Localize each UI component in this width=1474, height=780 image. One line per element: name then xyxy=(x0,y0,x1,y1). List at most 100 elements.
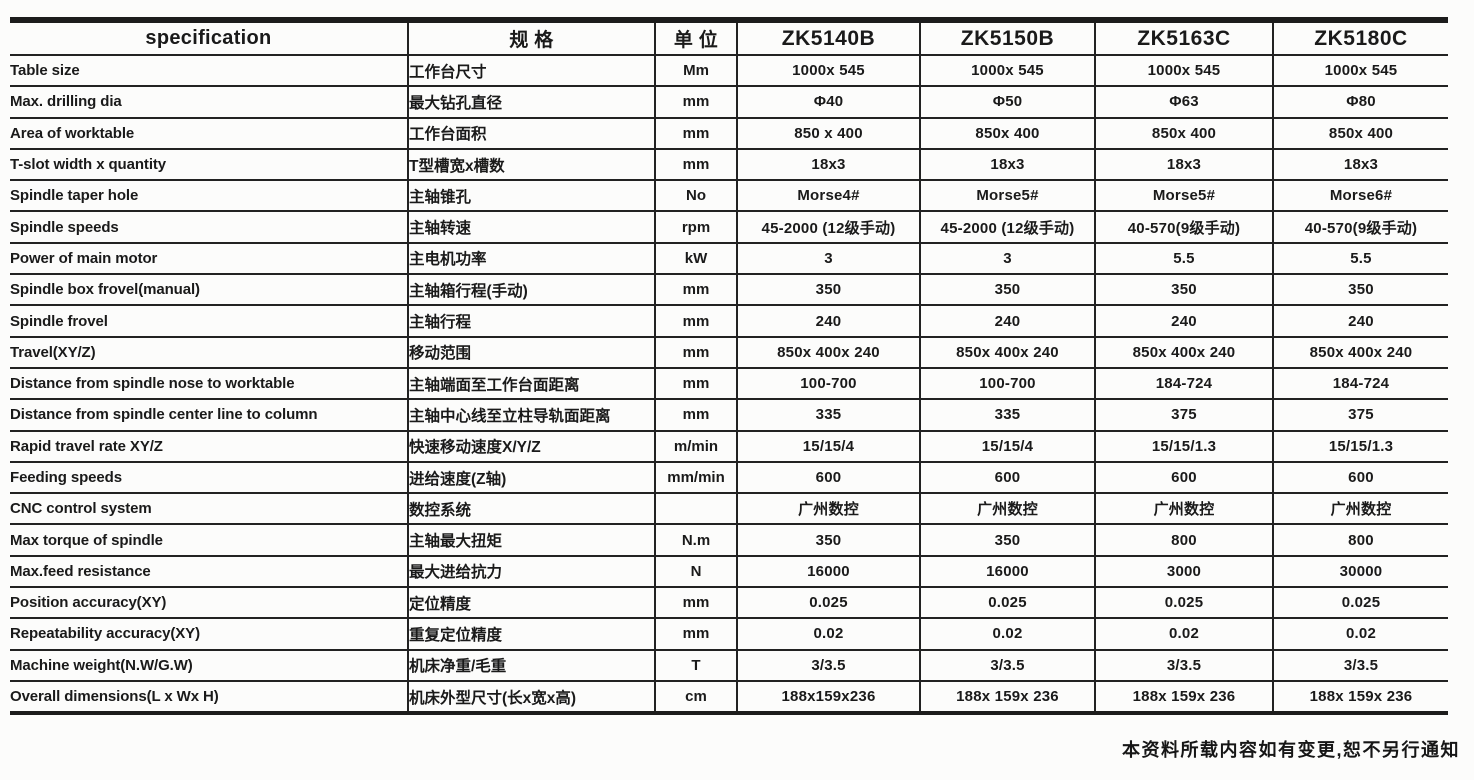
value-cell: 1000x 545 xyxy=(920,55,1096,88)
spec-cn-cell: 快速移动速度X/Y/Z xyxy=(408,430,656,463)
unit-cell: m/min xyxy=(655,430,738,463)
header-spec-cn: 规 格 xyxy=(408,20,656,56)
unit-cell: mm xyxy=(655,86,738,119)
table-row: Max.feed resistance 最大进给抗力 N 16000 16000 3000… xyxy=(10,555,1448,589)
value-cell: 3/3.5 xyxy=(737,649,921,682)
table-row: Distance from spindle center line to col… xyxy=(10,399,1448,432)
spec-cn-cell: 主轴转速 xyxy=(408,211,656,244)
spec-cn-cell: T型槽宽x槽数 xyxy=(408,148,656,182)
unit-cell: mm xyxy=(655,117,738,150)
spec-name-cell: Machine weight(N.W/G.W) xyxy=(10,649,409,682)
table-row: Area of worktable 工作台面积 mm 850 x 400 850x 40… xyxy=(10,117,1448,150)
unit-cell: rpm xyxy=(655,211,738,244)
table-row: Position accuracy(XY) 定位精度 mm 0.025 0.025 0.0… xyxy=(10,587,1448,620)
value-cell: 184-724 xyxy=(1273,367,1448,401)
value-cell: 40-570(9级手动) xyxy=(1273,211,1448,244)
spec-name-cell: Travel(XY/Z) xyxy=(10,336,409,369)
spec-cn-cell: 定位精度 xyxy=(408,587,656,620)
unit-cell xyxy=(655,493,738,526)
spec-cn-cell: 主电机功率 xyxy=(408,242,656,276)
spec-cn-cell: 最大钻孔直径 xyxy=(408,86,656,119)
value-cell: 600 xyxy=(920,461,1096,495)
value-cell: 350 xyxy=(737,274,921,307)
spec-cn-cell: 数控系统 xyxy=(408,493,656,526)
specification-table: specification 规 格 单 位 ZK5140B ZK5150B ZK… xyxy=(10,17,1448,716)
value-cell: 广州数控 xyxy=(920,493,1096,526)
value-cell: 18x3 xyxy=(737,148,921,182)
value-cell: 0.025 xyxy=(1095,587,1274,620)
spec-name-cell: CNC control system xyxy=(10,493,409,526)
value-cell: 1000x 545 xyxy=(1095,55,1274,88)
table-row: Overall dimensions(L x Wx H) 机床外型尺寸(长x宽x高… xyxy=(10,680,1448,715)
table-row: Feeding speeds 进给速度(Z轴) mm/min 600 600 600 600 xyxy=(10,461,1448,495)
spec-cn-cell: 机床外型尺寸(长x宽x高) xyxy=(408,680,656,715)
unit-cell: cm xyxy=(655,680,738,715)
table-row: Table size 工作台尺寸 Mm 1000x 545 1000x 545 1000x… xyxy=(10,55,1448,88)
table-row: Power of main motor 主电机功率 kW 3 3 5.5 5.5 xyxy=(10,242,1448,276)
spec-name-cell: Rapid travel rate XY/Z xyxy=(10,430,409,463)
value-cell: 350 xyxy=(920,274,1096,307)
header-unit: 单 位 xyxy=(655,20,738,56)
spec-name-cell: Max.feed resistance xyxy=(10,555,409,589)
header-model-zk5163c: ZK5163C xyxy=(1095,20,1274,56)
header-specification: specification xyxy=(10,20,409,56)
value-cell: 350 xyxy=(737,524,921,557)
spec-name-cell: Area of worktable xyxy=(10,117,409,150)
value-cell: 3/3.5 xyxy=(920,649,1096,682)
header-model-zk5140b: ZK5140B xyxy=(737,20,921,56)
table-row: Spindle taper hole 主轴锥孔 No Morse4# Morse5# Mo… xyxy=(10,180,1448,213)
value-cell: 3/3.5 xyxy=(1095,649,1274,682)
table-row: Distance from spindle nose to worktable 主… xyxy=(10,367,1448,401)
unit-cell: No xyxy=(655,180,738,213)
value-cell: 18x3 xyxy=(1095,148,1274,182)
value-cell: 350 xyxy=(920,524,1096,557)
value-cell: 广州数控 xyxy=(737,493,921,526)
value-cell: 18x3 xyxy=(1273,148,1448,182)
value-cell: 600 xyxy=(737,461,921,495)
value-cell: 广州数控 xyxy=(1273,493,1448,526)
value-cell: 0.025 xyxy=(737,587,921,620)
value-cell: 184-724 xyxy=(1095,367,1274,401)
unit-cell: mm xyxy=(655,274,738,307)
value-cell: 3 xyxy=(920,242,1096,276)
unit-cell: mm xyxy=(655,587,738,620)
header-model-zk5180c: ZK5180C xyxy=(1273,20,1448,56)
value-cell: 3/3.5 xyxy=(1273,649,1448,682)
value-cell: 335 xyxy=(737,399,921,432)
value-cell: 45-2000 (12级手动) xyxy=(737,211,921,244)
value-cell: 0.025 xyxy=(1273,587,1448,620)
unit-cell: Mm xyxy=(655,55,738,88)
value-cell: 0.02 xyxy=(737,618,921,651)
value-cell: Φ80 xyxy=(1273,86,1448,119)
header-row: specification 规 格 单 位 ZK5140B ZK5150B ZK… xyxy=(10,20,1448,56)
value-cell: 850x 400 xyxy=(1095,117,1274,150)
unit-cell: mm xyxy=(655,336,738,369)
table-body: Table size 工作台尺寸 Mm 1000x 545 1000x 545 1000x… xyxy=(10,55,1448,715)
value-cell: 850x 400x 240 xyxy=(1273,336,1448,369)
spec-name-cell: Power of main motor xyxy=(10,242,409,276)
table-row: Machine weight(N.W/G.W) 机床净重/毛重 T 3/3.5 3/3.… xyxy=(10,649,1448,682)
value-cell: 240 xyxy=(737,305,921,338)
value-cell: 1000x 545 xyxy=(1273,55,1448,88)
value-cell: 335 xyxy=(920,399,1096,432)
value-cell: 375 xyxy=(1273,399,1448,432)
value-cell: 0.02 xyxy=(1095,618,1274,651)
spec-name-cell: Table size xyxy=(10,55,409,88)
value-cell: 5.5 xyxy=(1095,242,1274,276)
value-cell: 40-570(9级手动) xyxy=(1095,211,1274,244)
header-model-zk5150b: ZK5150B xyxy=(920,20,1096,56)
spec-cn-cell: 主轴锥孔 xyxy=(408,180,656,213)
spec-name-cell: Spindle box frovel(manual) xyxy=(10,274,409,307)
unit-cell: mm/min xyxy=(655,461,738,495)
unit-cell: mm xyxy=(655,148,738,182)
value-cell: 3000 xyxy=(1095,555,1274,589)
value-cell: 15/15/1.3 xyxy=(1273,430,1448,463)
value-cell: 18x3 xyxy=(920,148,1096,182)
value-cell: 15/15/1.3 xyxy=(1095,430,1274,463)
spec-name-cell: Max torque of spindle xyxy=(10,524,409,557)
value-cell: 广州数控 xyxy=(1095,493,1274,526)
spec-name-cell: Spindle taper hole xyxy=(10,180,409,213)
spec-name-cell: Spindle frovel xyxy=(10,305,409,338)
unit-cell: T xyxy=(655,649,738,682)
